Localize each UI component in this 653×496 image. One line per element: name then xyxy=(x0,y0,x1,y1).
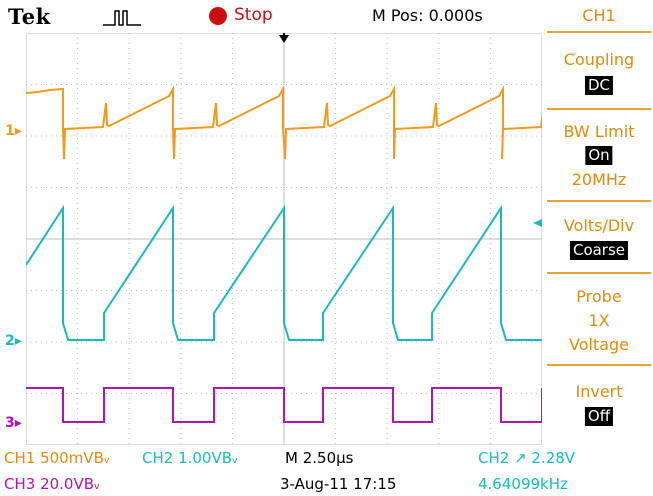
trigger-level-marker xyxy=(533,219,542,227)
ch3-scale: CH3 20.0VBᵥ xyxy=(4,475,101,493)
waveform-display xyxy=(26,33,542,445)
top-status-bar: Tek Stop M Pos: 0.000s xyxy=(0,0,545,33)
stop-icon xyxy=(209,7,227,25)
menu-divider xyxy=(547,200,651,202)
coupling-value[interactable]: DC xyxy=(584,76,614,95)
probe-label[interactable]: Probe xyxy=(576,287,622,306)
menu-divider xyxy=(547,364,651,366)
menu-divider xyxy=(547,108,651,110)
trigger-position-marker xyxy=(279,33,289,43)
ch1-scale: CH1 500mVBᵥ xyxy=(4,449,111,467)
trigger-readout: CH2 ↗ 2.28V xyxy=(478,449,576,467)
probe-gain: 1X xyxy=(588,311,610,330)
bw-limit-frequency: 20MHz xyxy=(571,170,627,189)
invert-value[interactable]: Off xyxy=(584,407,614,426)
ch3-ground-marker: 3▸ xyxy=(5,415,22,431)
ch2-scale: CH2 1.00VBᵥ xyxy=(142,449,239,467)
menu-divider xyxy=(547,272,651,274)
bw-limit-value[interactable]: On xyxy=(585,146,613,165)
invert-label[interactable]: Invert xyxy=(575,382,623,401)
ch1-ground-marker: 1▸ xyxy=(5,123,22,139)
coupling-label[interactable]: Coupling xyxy=(563,50,635,69)
horizontal-position: M Pos: 0.000s xyxy=(372,6,483,25)
timebase: M 2.50μs xyxy=(285,449,354,467)
side-menu xyxy=(545,0,653,445)
volts-div-label[interactable]: Volts/Div xyxy=(563,216,635,235)
ch2-waveform xyxy=(26,204,542,341)
frequency-readout: 4.64099kHz xyxy=(478,475,568,493)
probe-type: Voltage xyxy=(568,335,629,354)
ch3-waveform xyxy=(26,387,542,423)
ch1-waveform xyxy=(26,85,542,160)
trigger-icon xyxy=(103,10,141,26)
menu-divider xyxy=(547,31,651,33)
bw-limit-label[interactable]: BW Limit xyxy=(563,122,635,141)
date-time: 3-Aug-11 17:15 xyxy=(280,475,397,493)
volts-div-value[interactable]: Coarse xyxy=(569,241,629,260)
bottom-status-bar: CH1 500mVBᵥ CH2 1.00VBᵥ M 2.50μs CH2 ↗ 2… xyxy=(0,445,653,496)
ch2-ground-marker: 2▸ xyxy=(5,333,22,349)
brand-logo: Tek xyxy=(8,4,51,29)
menu-title: CH1 xyxy=(582,6,616,25)
run-stop-status[interactable]: Stop xyxy=(234,5,273,25)
